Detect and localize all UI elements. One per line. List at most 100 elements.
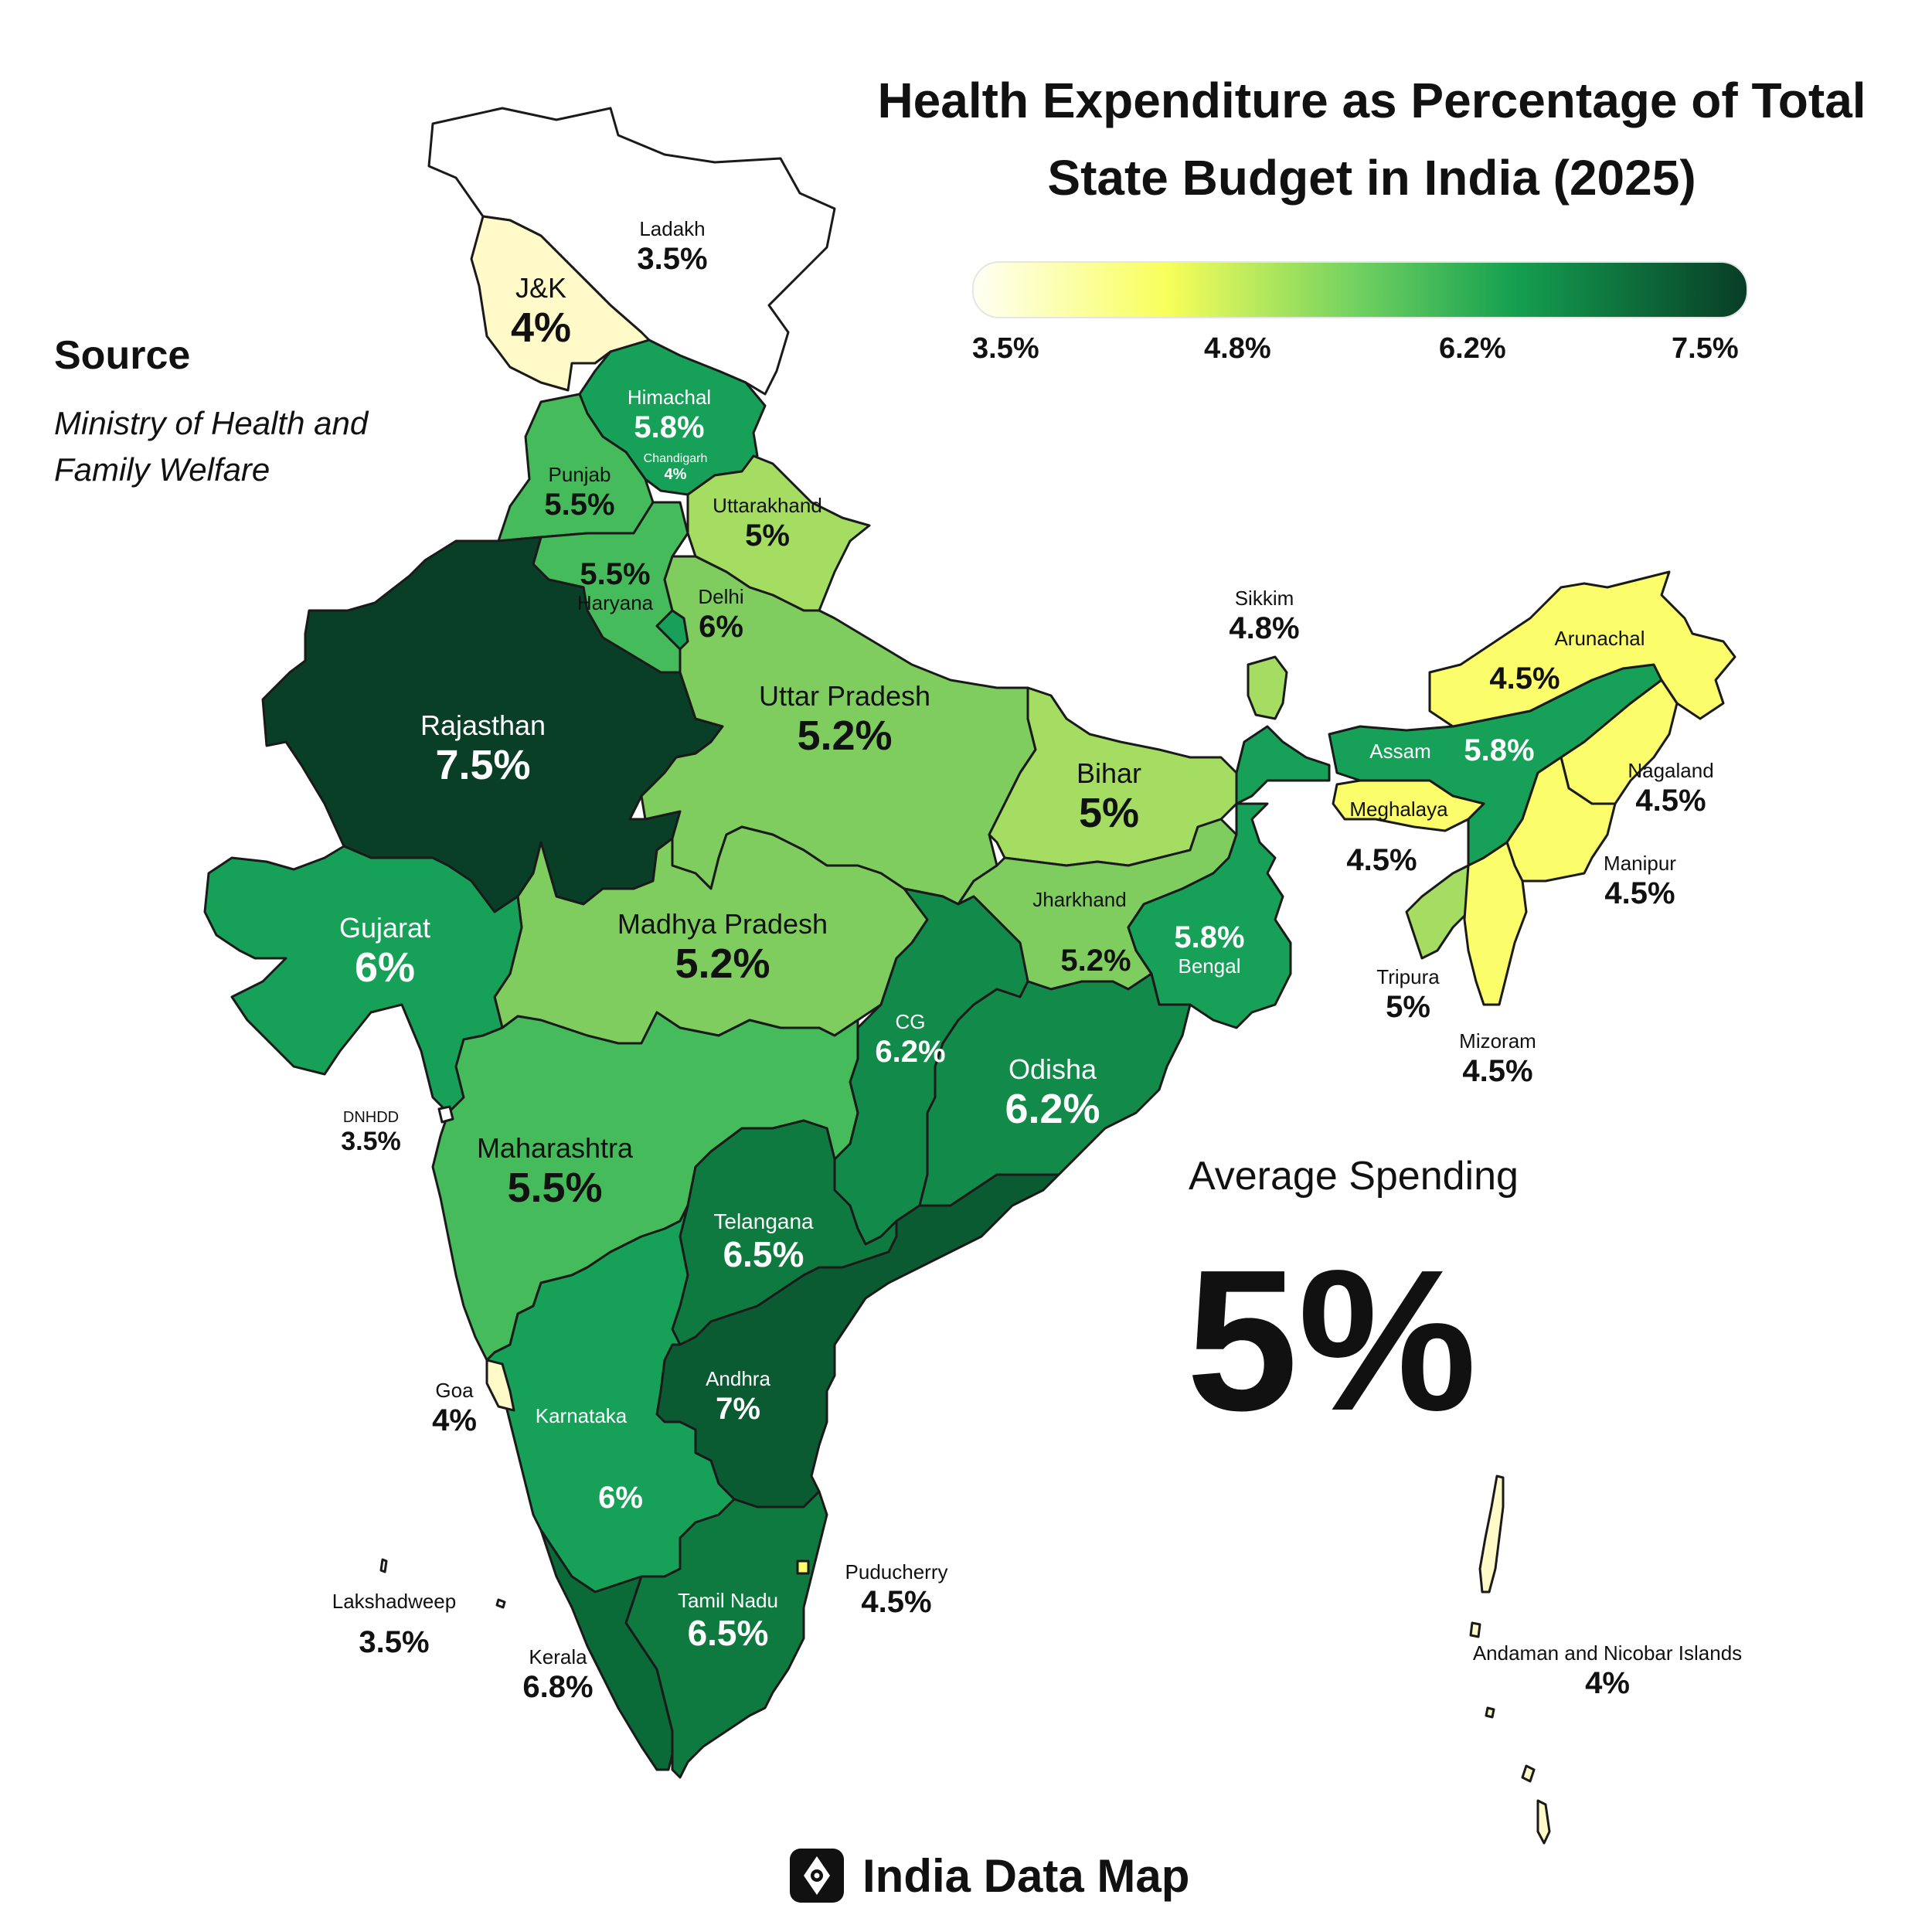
region-name: Rajasthan: [420, 709, 546, 741]
region-name: Tamil Nadu: [677, 1589, 779, 1612]
label-bengal: 5.8% Bengal: [1174, 920, 1244, 978]
region-value: 4.5%: [1346, 843, 1417, 877]
region-name: Maharashtra: [476, 1132, 634, 1164]
label-nagaland: Nagaland 4.5%: [1628, 759, 1713, 818]
region-name: Odisha: [1008, 1053, 1097, 1085]
region-name: Puducherry: [845, 1560, 948, 1583]
region-bengal: [1127, 802, 1292, 1029]
region-name: Andaman and Nicobar Islands: [1472, 1641, 1743, 1665]
label-himachal: Himachal 5.8%: [628, 386, 711, 445]
label-arunachal: Arunachal: [1554, 627, 1645, 651]
title-line-1: Health Expenditure as Percentage of Tota…: [877, 73, 1866, 128]
region-name: Assam: [1369, 740, 1431, 763]
region-value: 6%: [699, 609, 743, 644]
region-value: 5.5%: [507, 1165, 603, 1212]
region-jk: [470, 215, 651, 392]
region-value: 4.5%: [861, 1584, 932, 1619]
region-value: 5.8%: [1464, 733, 1535, 767]
label-arunachal-value: 4.5%: [1489, 661, 1560, 696]
label-meghalaya-value: 4.5%: [1346, 842, 1417, 878]
label-maharashtra: Maharashtra 5.5%: [477, 1132, 633, 1212]
label-chandigarh: Chandigarh 4%: [644, 452, 708, 484]
label-manipur: Manipur 4.5%: [1604, 852, 1676, 911]
label-mizoram: Mizoram 4.5%: [1459, 1029, 1536, 1089]
india-data-map-logo-icon: [790, 1849, 844, 1903]
region-name: Madhya Pradesh: [617, 908, 828, 940]
label-lakshadweep: Lakshadweep 3.5%: [332, 1590, 456, 1660]
region-value: 4.5%: [1635, 783, 1706, 818]
label-tripura: Tripura 5%: [1376, 965, 1440, 1025]
region-value: 7%: [716, 1391, 760, 1426]
label-assam-value: 5.8%: [1464, 733, 1534, 768]
region-value: 5%: [745, 518, 790, 553]
region-name: Andhra: [706, 1367, 770, 1390]
region-value: 6%: [598, 1481, 643, 1515]
region-value: 5.2%: [1060, 944, 1131, 978]
average-label: Average Spending: [1189, 1154, 1519, 1199]
region-name: Jharkhand: [1032, 888, 1127, 911]
label-haryana: 5.5% Haryana: [577, 556, 653, 615]
region-manipur: [1505, 756, 1617, 883]
region-name: Haryana: [577, 591, 654, 614]
label-karnataka-value: 6%: [598, 1480, 643, 1515]
region-value: 3.5%: [359, 1624, 430, 1659]
label-karnataka: Karnataka: [535, 1404, 628, 1428]
region-lakshadweep: [379, 1558, 506, 1609]
region-meghalaya: [1332, 779, 1485, 832]
region-name: Kerala: [529, 1645, 587, 1668]
region-value: 5.5%: [544, 487, 615, 522]
label-goa: Goa 4%: [432, 1379, 477, 1438]
label-ladakh: Ladakh 3.5%: [637, 217, 708, 277]
label-jharkhand: Jharkhand: [1032, 888, 1127, 912]
region-value: 4.8%: [1229, 611, 1300, 645]
title-line-2: State Budget in India (2025): [1047, 150, 1696, 206]
region-tamilnadu: [624, 1490, 828, 1779]
page-title: Health Expenditure as Percentage of Tota…: [811, 62, 1932, 216]
region-name: Uttar Pradesh: [758, 680, 931, 712]
label-assam: Assam: [1369, 740, 1430, 764]
region-value: 6.8%: [522, 1669, 594, 1704]
average-value: 5%: [1186, 1229, 1477, 1453]
region-value: 3.5%: [341, 1127, 401, 1156]
region-value: 6.5%: [723, 1234, 804, 1275]
source-heading: Source: [54, 333, 191, 378]
region-value: 6.2%: [1005, 1086, 1100, 1133]
region-value: 4%: [664, 466, 687, 484]
region-name: Bengal: [1178, 954, 1241, 978]
region-name: J&K: [515, 272, 567, 304]
label-andhra: Andhra 7%: [706, 1367, 770, 1427]
label-tamilnadu: Tamil Nadu 6.5%: [677, 1589, 779, 1654]
region-name: Goa: [435, 1379, 474, 1402]
region-name: CG: [895, 1010, 926, 1033]
label-odisha: Odisha 6.2%: [1005, 1053, 1100, 1133]
color-scale-bar: [972, 261, 1748, 318]
region-puducherry: [796, 1560, 810, 1575]
region-value: 6.2%: [875, 1034, 946, 1069]
label-sikkim: Sikkim 4.8%: [1229, 587, 1299, 646]
legend-tick-3: 6.2%: [1439, 332, 1506, 365]
label-jk: J&K 4%: [511, 272, 571, 352]
region-name: Karnataka: [535, 1404, 628, 1427]
region-north-bengal: [1235, 725, 1331, 805]
region-andaman: [1469, 1475, 1551, 1845]
brand: India Data Map: [788, 1847, 1189, 1904]
region-value: 4.5%: [1489, 662, 1560, 696]
region-value: 5.5%: [580, 557, 651, 591]
label-up: Uttar Pradesh 5.2%: [759, 680, 930, 760]
region-name: Himachal: [627, 386, 712, 409]
region-value: 3.5%: [637, 241, 708, 276]
region-value: 7.5%: [435, 742, 531, 789]
region-name: Tripura: [1376, 965, 1440, 988]
region-name: DNHDD: [342, 1109, 400, 1126]
region-value: 4.5%: [1604, 876, 1675, 910]
region-value: 4%: [510, 304, 572, 352]
label-rajasthan: Rajasthan 7.5%: [420, 709, 546, 789]
region-name: Lakshadweep: [332, 1590, 457, 1613]
label-cg: CG 6.2%: [875, 1010, 946, 1070]
label-gujarat: Gujarat 6%: [339, 912, 430, 992]
region-name: Chandigarh: [643, 452, 708, 465]
region-value: 6%: [354, 944, 416, 992]
region-name: Ladakh: [639, 217, 706, 240]
label-punjab: Punjab 5.5%: [544, 463, 615, 522]
legend-tick-max: 7.5%: [1672, 332, 1739, 365]
